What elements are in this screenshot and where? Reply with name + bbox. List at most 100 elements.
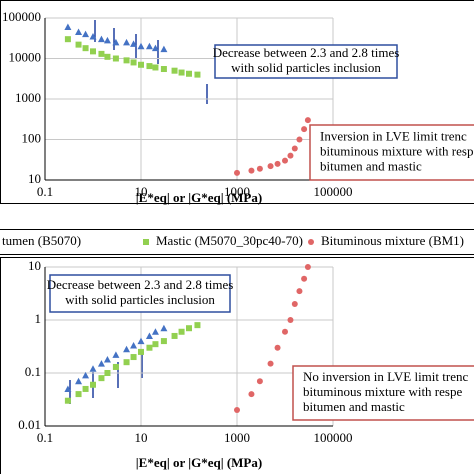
x-tick-label: 0.1 [37,430,53,445]
circle-point [296,288,303,295]
triangle-point [112,38,120,46]
legend-label: tumen (B5070) [2,233,81,248]
annotation-text: bitumen and mastic [320,158,422,173]
triangle-point [64,385,72,392]
triangle-point [103,355,111,363]
square-point [104,370,111,376]
circle-point [291,301,298,308]
annotation-text: Decrease between 2.3 and 2.8 times [213,45,400,60]
legend-label: Mastic (M5070_30pc40-70) [156,233,303,248]
square-point [194,71,201,78]
square-point [112,55,119,62]
triangle-point [145,42,153,50]
square-point [130,354,137,361]
triangle-point [97,360,105,367]
triangle-point [75,377,83,385]
annotation-text: bituminous mixture with respe [303,384,462,399]
circle-point [301,126,308,133]
circle-point [291,145,298,152]
circle-point [267,163,274,170]
square-point [64,36,71,43]
x-axis-label: |E*eq| or |G*eq| (MPa) [136,190,262,205]
square-point [138,61,144,68]
triangle-point [145,332,153,339]
square-point [138,348,144,355]
legend-marker [143,239,149,245]
circle-point [304,117,311,124]
square-point [186,325,192,332]
circle-point [282,328,288,335]
annotation-text: Inversion in LVE limit trenc [320,128,467,143]
triangle-point [89,32,97,40]
triangle-point [137,42,145,50]
triangle-point [82,30,90,38]
circle-point [287,152,294,159]
x-tick-label: 0.1 [37,184,53,199]
square-point [82,385,89,392]
square-point [90,381,96,388]
x-tick-label: 1000 [224,184,250,199]
circle-point [256,378,263,385]
square-point [160,338,167,345]
square-point [146,344,153,351]
triangle-point [97,35,105,43]
square-point [123,359,130,366]
triangle-point [151,44,159,52]
legend-entry: tumen (B5070) [2,233,81,248]
square-point [171,332,178,339]
circle-point [304,264,311,270]
circle-point [248,391,255,398]
square-point [186,70,192,77]
triangle-point [82,371,90,379]
y-tick-label: 10000 [9,49,42,64]
square-point [64,397,71,404]
y-tick-label: 1000 [15,90,41,105]
square-point [146,63,153,70]
legend-box [0,229,474,255]
annotation-box [292,365,474,421]
y-tick-label: 1 [35,311,42,326]
circle-point [282,157,288,164]
square-point [75,391,82,398]
square-point [160,66,167,73]
x-axis-label: |E*eq| or |G*eq| (MPa) [136,455,262,470]
square-point [98,375,105,382]
y-tick-label: 100 [22,130,42,145]
square-point [90,48,96,55]
triangle-point [89,365,97,372]
square-point [82,45,89,52]
annotation-text: with solid particles inclusion [231,60,381,75]
square-point [194,322,201,329]
circle-point [296,136,303,143]
triangle-point [103,36,111,44]
circle-point [287,317,294,323]
y-tick-label: 0.01 [18,417,41,432]
circle-point [274,344,281,351]
x-tick-label: 10 [135,184,148,199]
annotation-box [49,274,231,313]
square-point [75,41,82,48]
annotation-text: with solid particles inclusion [65,292,215,307]
triangle-point [123,345,131,353]
annotation-text: bituminous mixture with respe [320,143,474,158]
legend-entry: Bituminous mixture (BM1) [308,233,464,248]
square-point [123,57,130,64]
triangle-point [160,324,168,332]
triangle-point [130,342,138,349]
triangle-point [130,40,138,47]
x-tick-label: 100000 [314,430,353,445]
y-tick-label: 100000 [2,9,41,24]
triangle-point [112,351,120,358]
circle-point [256,165,263,172]
annotation-box [214,44,398,79]
bottom-panel [0,257,474,474]
circle-point [234,407,240,414]
circle-point [248,167,255,174]
annotation-text: Decrease between 2.3 and 2.8 times [47,277,234,292]
annotation-text: bitumen and mastic [303,399,405,414]
square-point [171,67,178,74]
triangle-point [151,328,159,335]
arrows [69,20,208,404]
circle-point [234,169,240,176]
x-tick-label: 1000 [224,430,250,445]
